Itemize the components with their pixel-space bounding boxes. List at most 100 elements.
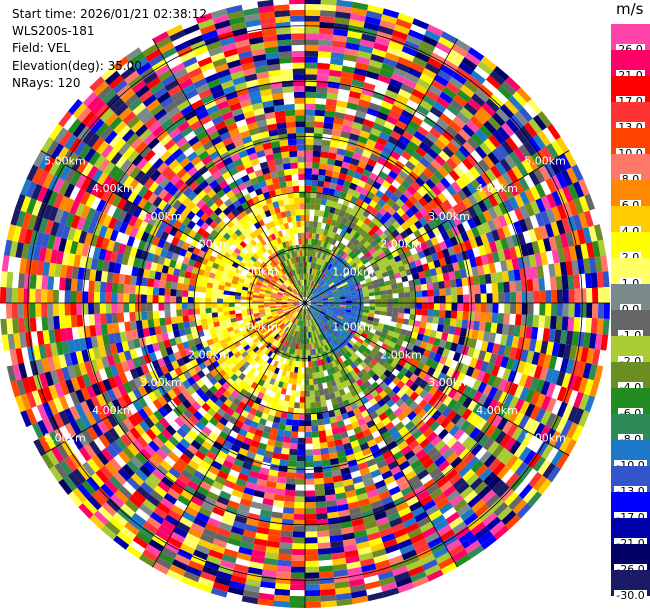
ppi-gate	[300, 390, 305, 397]
ppi-gate	[424, 531, 440, 544]
ppi-gate	[514, 348, 523, 361]
ppi-gate	[285, 312, 291, 317]
ppi-gate	[162, 403, 173, 414]
ppi-gate	[286, 127, 297, 134]
ppi-gate	[228, 303, 235, 307]
ppi-gate	[163, 455, 176, 468]
ppi-gate	[578, 410, 590, 428]
ppi-gate	[422, 427, 434, 439]
ppi-gate	[305, 396, 311, 403]
ppi-gate	[161, 519, 176, 532]
ppi-gate	[252, 300, 259, 303]
ppi-gate	[293, 372, 298, 379]
ppi-gate	[120, 526, 137, 541]
ppi-gate	[309, 215, 315, 222]
ppi-gate	[364, 347, 372, 355]
ppi-gate	[387, 390, 397, 399]
ppi-gate	[274, 326, 281, 332]
ppi-gate	[113, 471, 127, 486]
ppi-gate	[94, 313, 101, 326]
ppi-gate	[200, 393, 210, 403]
ppi-gate	[290, 329, 295, 336]
ppi-gate	[325, 169, 333, 177]
ppi-gate	[296, 461, 305, 468]
ppi-gate	[320, 453, 330, 461]
ppi-gate	[555, 316, 563, 330]
ppi-gate	[284, 424, 293, 432]
ppi-gate	[293, 324, 297, 331]
ppi-gate	[305, 138, 314, 145]
ppi-gate	[418, 399, 429, 409]
ppi-gate	[393, 450, 404, 461]
ppi-gate	[104, 461, 118, 476]
ppi-gate	[371, 365, 380, 374]
ppi-gate	[319, 163, 327, 170]
ppi-gate	[231, 424, 242, 434]
ppi-gate	[374, 559, 391, 570]
ppi-gate	[414, 385, 424, 396]
ppi-gate	[496, 417, 509, 431]
ppi-gate	[159, 280, 166, 289]
ppi-gate	[170, 531, 186, 544]
ppi-gate	[492, 376, 503, 389]
ppi-gate	[293, 525, 305, 532]
ppi-gate	[152, 303, 159, 311]
ppi-gate	[289, 395, 296, 403]
ppi-gate	[349, 315, 356, 320]
ppi-gate	[289, 448, 298, 456]
ppi-gate	[322, 306, 328, 310]
ppi-gate	[116, 507, 132, 522]
ppi-gate	[317, 383, 324, 390]
ppi-gate	[344, 404, 353, 413]
ppi-gate	[399, 544, 415, 555]
ppi-gate	[454, 460, 467, 473]
ppi-gate	[377, 398, 387, 408]
ppi-gate	[405, 522, 420, 534]
ppi-gate	[317, 51, 332, 58]
ppi-gate	[370, 358, 378, 366]
ppi-gate	[282, 317, 288, 323]
ppi-gate	[356, 378, 364, 387]
ppi-gate	[316, 413, 324, 420]
ppi-gate	[287, 466, 297, 473]
ppi-gate	[341, 346, 349, 354]
ppi-gate	[250, 420, 259, 429]
ppi-gate	[466, 439, 479, 453]
ppi-gate	[289, 443, 298, 450]
ppi-gate	[286, 186, 294, 193]
ppi-gate	[309, 331, 313, 338]
ppi-gate	[341, 473, 353, 481]
ppi-gate	[297, 313, 301, 320]
ppi-gate	[335, 592, 352, 601]
ppi-gate	[305, 215, 310, 221]
ppi-gate	[489, 353, 498, 365]
ppi-gate	[91, 454, 105, 470]
ppi-gate	[406, 496, 420, 507]
ppi-gate	[573, 391, 584, 409]
ppi-gate	[114, 489, 129, 504]
ppi-gate	[309, 349, 314, 356]
ppi-gate	[305, 344, 308, 350]
ppi-gate	[291, 174, 299, 181]
ppi-gate	[465, 473, 480, 487]
ppi-gate	[158, 287, 165, 296]
ppi-gate	[260, 581, 276, 589]
ppi-gate	[286, 346, 291, 354]
ppi-gate	[288, 401, 295, 408]
ppi-gate	[427, 406, 438, 417]
ppi-gate	[296, 337, 300, 344]
ppi-gate	[585, 317, 592, 333]
ppi-gate	[305, 349, 308, 356]
ppi-gate	[431, 514, 446, 527]
ppi-gate	[434, 455, 447, 468]
ppi-gate	[376, 485, 389, 495]
ppi-gate	[18, 273, 25, 289]
ppi-gate	[11, 287, 18, 303]
ppi-gate	[487, 386, 498, 399]
ppi-gate	[278, 465, 288, 473]
ppi-gate	[181, 296, 188, 303]
ppi-gate	[450, 342, 458, 352]
ppi-gate	[277, 321, 284, 327]
ppi-gate	[491, 479, 506, 494]
ppi-gate	[519, 400, 530, 415]
